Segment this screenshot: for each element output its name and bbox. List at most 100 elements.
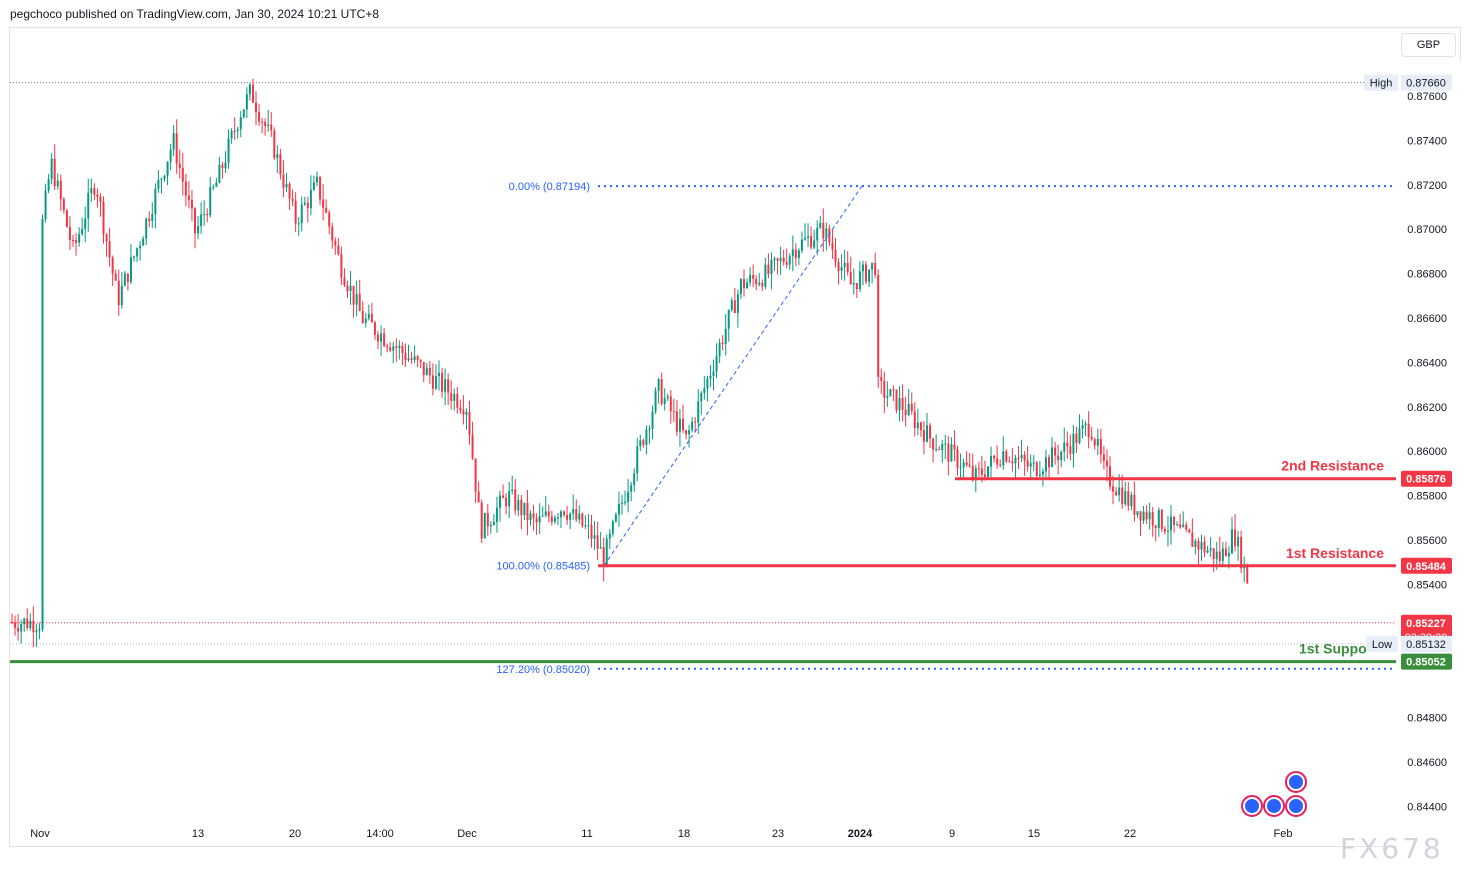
candle-body bbox=[657, 379, 660, 391]
candle-body bbox=[1005, 451, 1008, 462]
candle-body bbox=[962, 462, 965, 468]
candle-body bbox=[621, 502, 623, 505]
candle-body bbox=[1017, 457, 1020, 459]
candle-body bbox=[1182, 524, 1185, 528]
candle-body bbox=[416, 356, 419, 361]
candle-body bbox=[447, 379, 450, 393]
candle-body bbox=[505, 498, 508, 507]
candle-body bbox=[306, 202, 309, 209]
candle-body bbox=[721, 342, 724, 345]
candle-body bbox=[1194, 540, 1197, 547]
candle-body bbox=[431, 375, 434, 389]
candle-body bbox=[126, 273, 129, 282]
low-value: 0.85132 bbox=[1406, 639, 1446, 651]
candle-body bbox=[370, 313, 373, 323]
candle-body bbox=[849, 272, 852, 285]
candle-body bbox=[919, 422, 922, 431]
candle-body bbox=[953, 444, 956, 450]
candle-body bbox=[1227, 553, 1230, 557]
candle-body bbox=[837, 262, 840, 271]
candle-body bbox=[898, 397, 901, 411]
candle-body bbox=[544, 511, 547, 516]
candle-body bbox=[1072, 433, 1075, 454]
event-marker-eu-icon[interactable] bbox=[1241, 795, 1263, 817]
candle-body bbox=[535, 517, 538, 523]
currency-button[interactable]: GBP bbox=[1401, 33, 1456, 57]
price-tick: 0.84400 bbox=[1407, 801, 1447, 813]
candle-body bbox=[1051, 447, 1054, 468]
candle-body bbox=[1197, 540, 1200, 550]
candle-body bbox=[340, 254, 343, 278]
candle-body bbox=[624, 501, 627, 503]
candle-body bbox=[383, 333, 386, 346]
price-tick: 0.85400 bbox=[1407, 579, 1447, 591]
candle-body bbox=[1154, 525, 1157, 528]
candle-body bbox=[776, 258, 779, 261]
candle-body bbox=[715, 356, 718, 372]
event-marker-eu-icon[interactable] bbox=[1285, 771, 1307, 793]
candle-body bbox=[813, 240, 816, 248]
candle-body bbox=[956, 449, 959, 468]
candle-body bbox=[807, 236, 810, 238]
candle-body bbox=[959, 467, 962, 469]
price-axis-bg bbox=[1397, 62, 1461, 852]
chart-overlays: 0.00% (0.87194) 100.00% (0.85485) 127.20% … bbox=[10, 82, 1396, 676]
candle-body bbox=[20, 624, 23, 632]
candle-body bbox=[560, 511, 562, 518]
candle-body bbox=[825, 228, 828, 239]
candle-body bbox=[1063, 442, 1066, 452]
candle-body bbox=[151, 214, 154, 221]
event-marker-eu-icon[interactable] bbox=[1263, 795, 1285, 817]
candle-body bbox=[752, 275, 755, 279]
candle-body bbox=[93, 188, 96, 195]
candle-body bbox=[184, 181, 187, 196]
candle-body bbox=[556, 517, 559, 519]
level-label: 1st Suppo bbox=[1299, 641, 1367, 657]
candle-body bbox=[1124, 491, 1127, 505]
candle-body bbox=[367, 313, 370, 319]
low-label-bg bbox=[1366, 635, 1398, 652]
candle-body bbox=[50, 158, 53, 180]
candle-body bbox=[593, 535, 596, 539]
candle-body bbox=[215, 182, 218, 187]
candle-body bbox=[1200, 541, 1203, 550]
candle-body bbox=[114, 273, 117, 281]
candle-body bbox=[865, 264, 867, 282]
candle-body bbox=[663, 398, 666, 404]
candle-body bbox=[139, 245, 142, 249]
price-tick: 0.86200 bbox=[1407, 402, 1447, 414]
candle-body bbox=[142, 238, 145, 246]
candle-body bbox=[749, 275, 752, 283]
candle-body bbox=[587, 525, 590, 527]
candle-body bbox=[1075, 433, 1078, 444]
candle-body bbox=[1163, 528, 1166, 532]
candle-body bbox=[810, 236, 813, 248]
candle-body bbox=[68, 226, 71, 240]
candle-body bbox=[874, 262, 877, 275]
candle-body bbox=[1215, 551, 1218, 560]
candle-body bbox=[550, 516, 553, 522]
candle-body bbox=[346, 285, 349, 292]
candle-body bbox=[233, 131, 236, 133]
candle-body bbox=[32, 620, 35, 633]
candle-body bbox=[1139, 511, 1142, 521]
time-tick: 22 bbox=[1124, 828, 1136, 840]
candle-body bbox=[1185, 524, 1188, 530]
candle-body bbox=[380, 333, 383, 342]
candle-body bbox=[1081, 425, 1084, 429]
candle-body bbox=[1191, 532, 1194, 547]
candle-body bbox=[1176, 524, 1179, 526]
candle-body bbox=[291, 198, 294, 201]
candle-body bbox=[996, 458, 999, 465]
candle-body bbox=[1148, 512, 1151, 520]
candle-body bbox=[428, 367, 431, 376]
candle-body bbox=[700, 393, 703, 402]
event-marker-uk-icon[interactable] bbox=[1285, 795, 1307, 817]
time-tick: Feb bbox=[1274, 828, 1293, 840]
candle-body bbox=[407, 358, 410, 361]
candle-body bbox=[334, 240, 337, 246]
candle-body bbox=[913, 411, 916, 429]
candle-body bbox=[880, 376, 883, 381]
candle-body bbox=[1090, 436, 1093, 440]
